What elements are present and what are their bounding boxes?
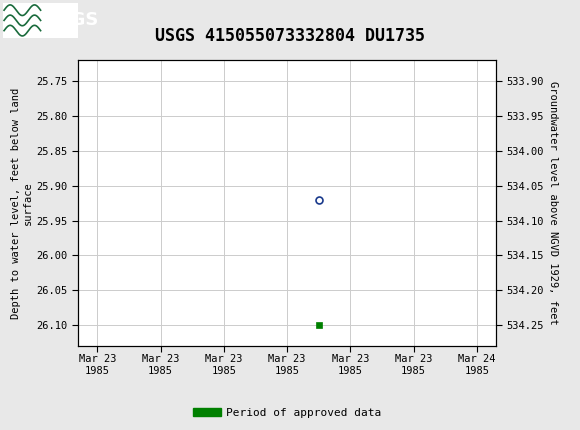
Legend: Period of approved data: Period of approved data bbox=[188, 403, 386, 422]
Text: USGS 415055073332804 DU1735: USGS 415055073332804 DU1735 bbox=[155, 27, 425, 45]
Bar bbox=[3, 3, 78, 37]
Y-axis label: Groundwater level above NGVD 1929, feet: Groundwater level above NGVD 1929, feet bbox=[548, 81, 558, 325]
Text: USGS: USGS bbox=[44, 12, 99, 29]
Y-axis label: Depth to water level, feet below land
surface: Depth to water level, feet below land su… bbox=[11, 88, 32, 319]
